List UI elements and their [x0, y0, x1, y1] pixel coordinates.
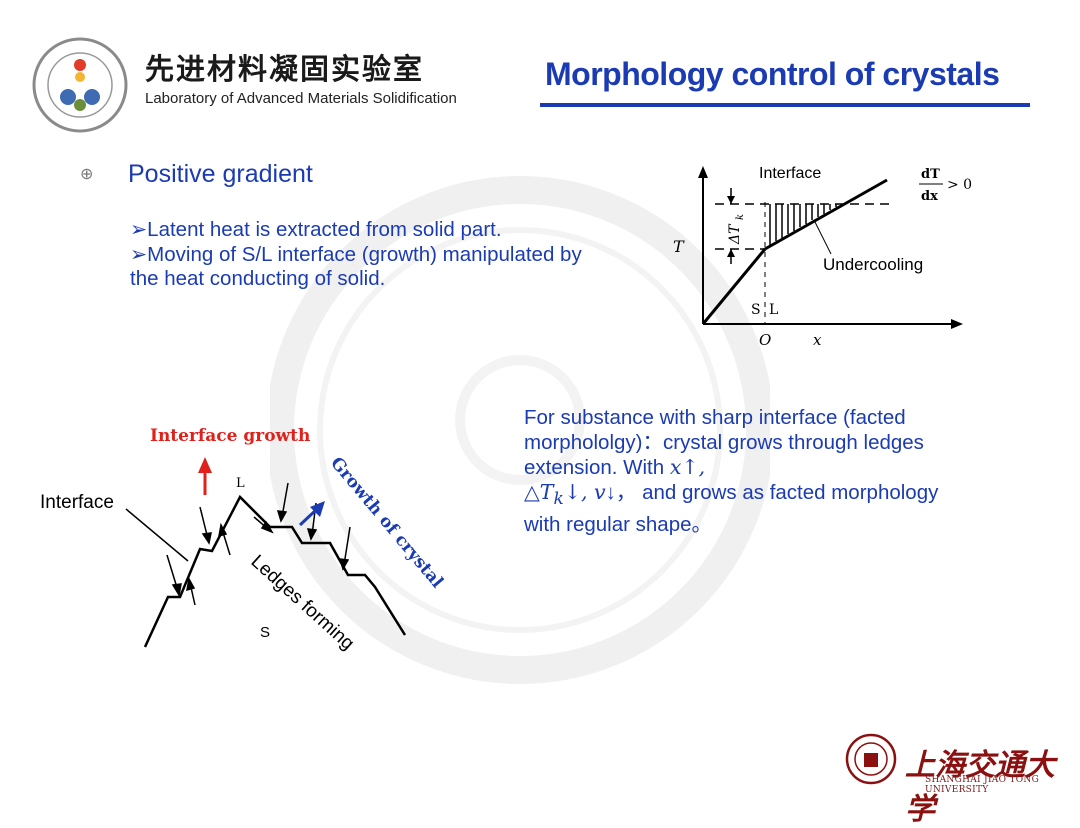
stepped-interface-line [143, 494, 407, 648]
paragraph-part-b: lgy)：crystal grows through ledges extens… [524, 431, 924, 479]
ledge-growth-sketch: Interface growth Interface L S Growth of… [40, 426, 447, 654]
graph-l-label: L [769, 302, 778, 318]
graph-x-axis-label: x [813, 331, 822, 349]
bullet-interface-moving: ➢Moving of S/L interface (growth) manipu… [130, 242, 582, 291]
lab-logo [32, 37, 128, 133]
paragraph-k-subscript: k [553, 489, 564, 510]
gradient-denominator: dx [921, 189, 938, 204]
bullet-latent-heat: ➢Latent heat is extracted from solid par… [130, 218, 502, 241]
watermark-seal [270, 176, 770, 684]
temperature-gradient-graph: T x O S L ΔT k Interface Undercooling dT… [673, 165, 972, 349]
graph-origin-label: O [759, 331, 771, 349]
graph-delta-label: ΔT [727, 223, 743, 245]
paragraph-delta-t: △T [524, 480, 554, 504]
sketch-l-label: L [236, 476, 245, 491]
university-seal [845, 733, 897, 785]
bullet-icon: ⊕ [80, 166, 94, 183]
paragraph-x-symbol: x [669, 455, 682, 479]
slide-title: Morphology control of crystals [545, 56, 1000, 92]
graph-delta-subscript: k [735, 214, 746, 220]
solid-temperature-line [701, 248, 767, 325]
paragraph-x-arrow: ↑, [681, 455, 706, 479]
sketch-s-label: S [260, 624, 270, 641]
section-heading: Positive gradient [128, 160, 313, 188]
paragraph-delta-arrow: ↓, [563, 480, 595, 504]
paragraph-part-a: For substance with sharp interface (fact… [524, 406, 906, 454]
bullet-list: ➢Latent heat is extracted from solid par… [112, 218, 592, 292]
graph-interface-label: Interface [759, 165, 821, 182]
sketch-interface-growth-label: Interface growth [150, 426, 310, 446]
graph-s-label: S [751, 302, 761, 318]
gradient-numerator: dT [921, 167, 940, 182]
paragraph-part-e: ↓， and grows as facted morphology with r… [524, 481, 939, 537]
sharp-interface-paragraph: For substance with sharp interface (fact… [524, 405, 974, 537]
lab-name-en: Laboratory of Advanced Materials Solidif… [145, 90, 457, 107]
liquid-temperature-line [764, 178, 888, 251]
title-underline [540, 103, 1030, 107]
sketch-growth-of-crystal-label: Growth of crystal [326, 453, 447, 592]
crystal-growth-arrow [298, 507, 319, 527]
graph-y-axis-label: T [673, 237, 685, 256]
university-name-en: SHANGHAI JIAO TONG UNIVERSITY [925, 775, 1040, 795]
lab-name-cn: 先进材料凝固实验室 [145, 52, 425, 86]
paragraph-v-symbol: v [594, 480, 606, 504]
graph-undercooling-label: Undercooling [823, 255, 923, 274]
sketch-interface-label: Interface [40, 492, 114, 513]
gradient-relation: > 0 [947, 177, 972, 193]
